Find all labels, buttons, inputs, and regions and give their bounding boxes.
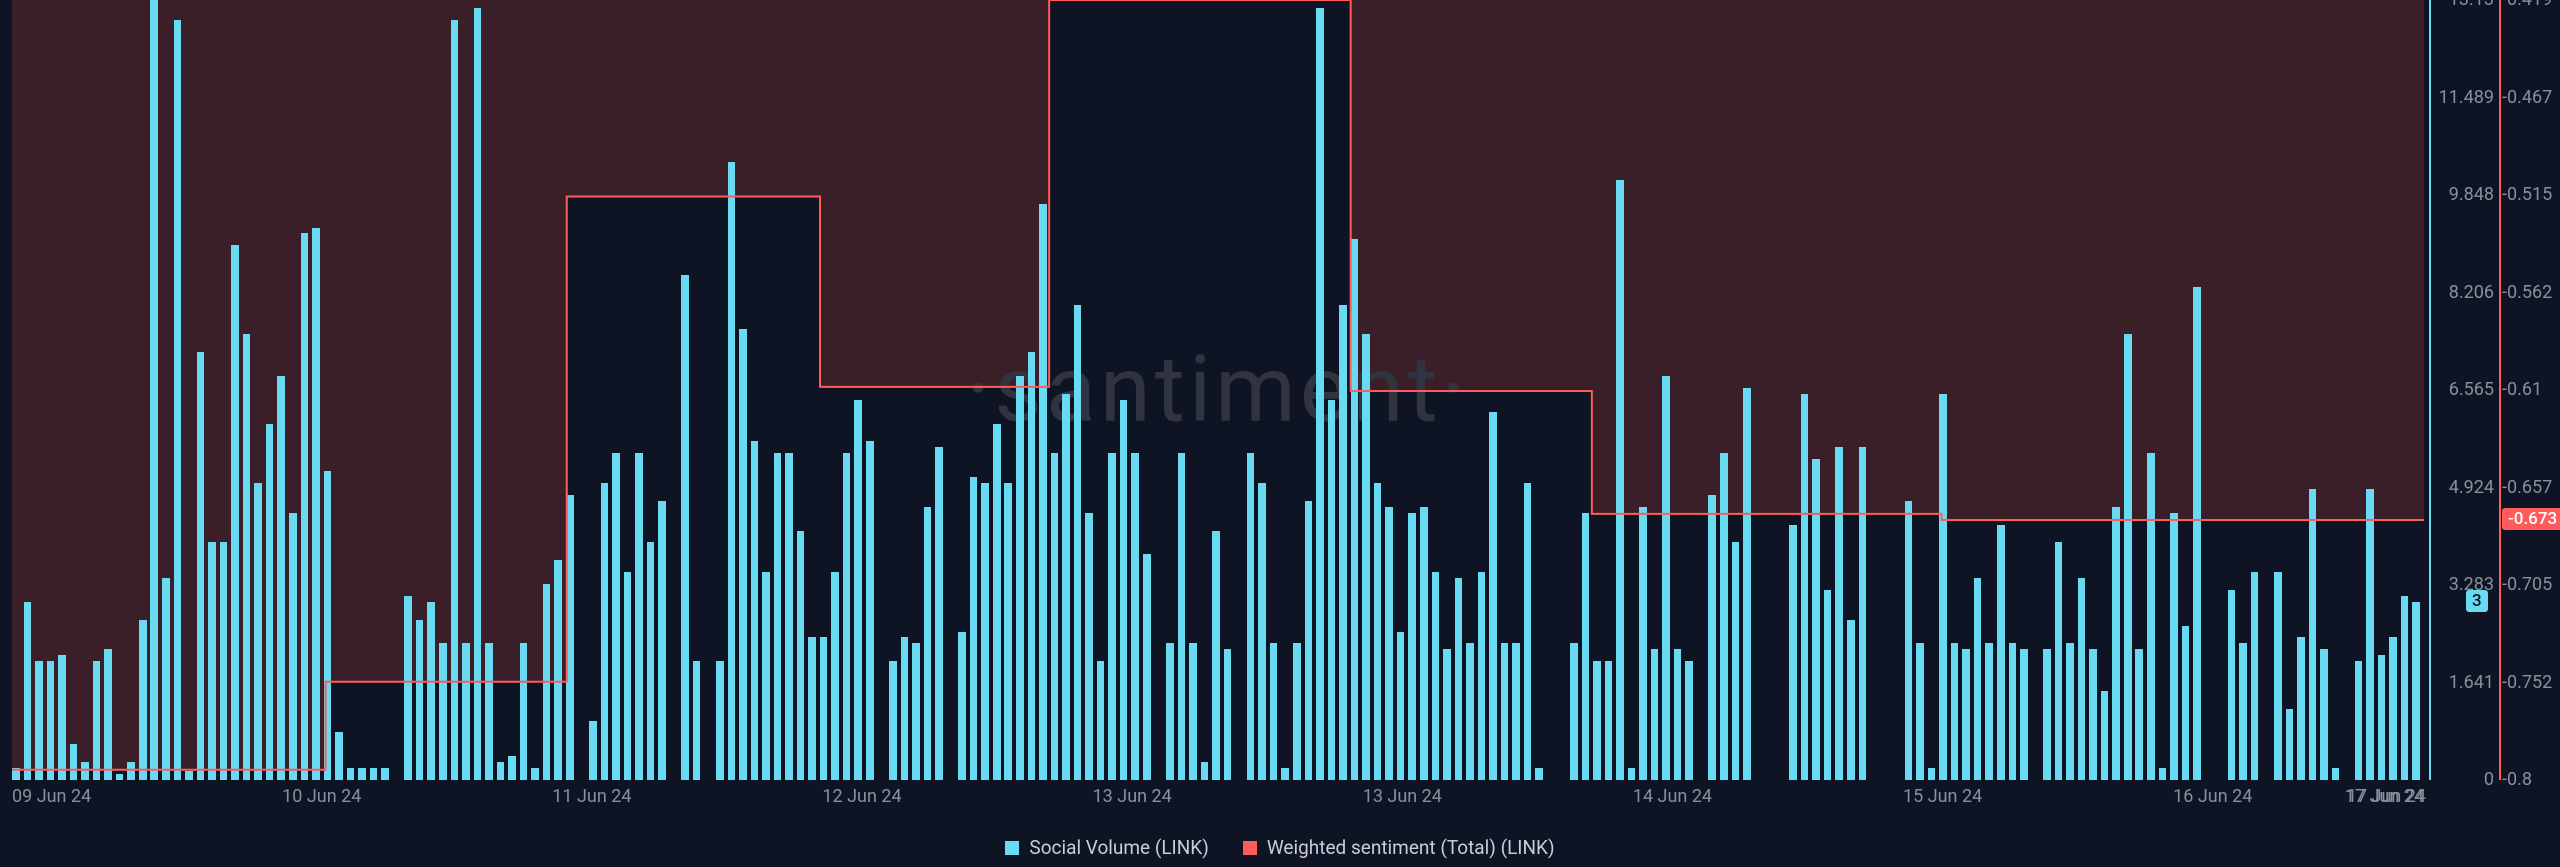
y-left-tick: 6.565 <box>2432 379 2494 400</box>
legend-item: Weighted sentiment (Total) (LINK) <box>1243 836 1555 859</box>
y-left-tick: 8.206 <box>2432 282 2494 303</box>
y-right-tick: -0.562 <box>2502 282 2560 303</box>
y-left-tick: 1.641 <box>2432 672 2494 693</box>
sentiment-line <box>0 0 2560 867</box>
x-tick: 11 Jun 24 <box>552 786 631 807</box>
legend-swatch <box>1243 841 1257 855</box>
y-left-tick: 4.924 <box>2432 477 2494 498</box>
x-tick: 09 Jun 24 <box>12 786 91 807</box>
x-tick: 10 Jun 24 <box>282 786 361 807</box>
y-right-tick: -0.61 <box>2502 379 2560 400</box>
y-left-tick: 0 <box>2432 769 2494 790</box>
x-tick: 14 Jun 24 <box>1633 786 1712 807</box>
legend-label: Weighted sentiment (Total) (LINK) <box>1267 836 1555 859</box>
legend-label: Social Volume (LINK) <box>1029 836 1208 859</box>
chart-root: ·santiment· 13.13-0.41911.489-0.4679.848… <box>0 0 2560 867</box>
y-right-tick: -0.705 <box>2502 574 2560 595</box>
y-right-tick: -0.467 <box>2502 87 2560 108</box>
y-right-tick: -0.752 <box>2502 672 2560 693</box>
y-axis-right-badge: -0.673 <box>2502 508 2560 530</box>
sentiment-line-path <box>12 0 2424 770</box>
y-right-tick: -0.515 <box>2502 184 2560 205</box>
y-right-tick: -0.657 <box>2502 477 2560 498</box>
y-right-tick: -0.8 <box>2502 769 2560 790</box>
x-tick: 12 Jun 24 <box>822 786 901 807</box>
y-axis-right-line <box>2499 0 2501 780</box>
x-tick: 15 Jun 24 <box>1903 786 1982 807</box>
legend: Social Volume (LINK) Weighted sentiment (… <box>0 836 2560 859</box>
x-tick: 16 Jun 24 <box>2173 786 2252 807</box>
y-left-tick: 11.489 <box>2432 87 2494 108</box>
legend-swatch <box>1005 841 1019 855</box>
x-tick: 13 Jun 24 <box>1363 786 1442 807</box>
legend-item: Social Volume (LINK) <box>1005 836 1208 859</box>
y-left-tick: 13.13 <box>2432 0 2494 10</box>
x-tick: 13 Jun 24 <box>1093 786 1172 807</box>
y-axis-left-line <box>2429 0 2431 780</box>
x-tick: 17 Jun 24 <box>2345 786 2424 807</box>
y-right-tick: -0.419 <box>2502 0 2560 10</box>
y-axis-left-badge: 3 <box>2466 590 2488 612</box>
y-left-tick: 9.848 <box>2432 184 2494 205</box>
